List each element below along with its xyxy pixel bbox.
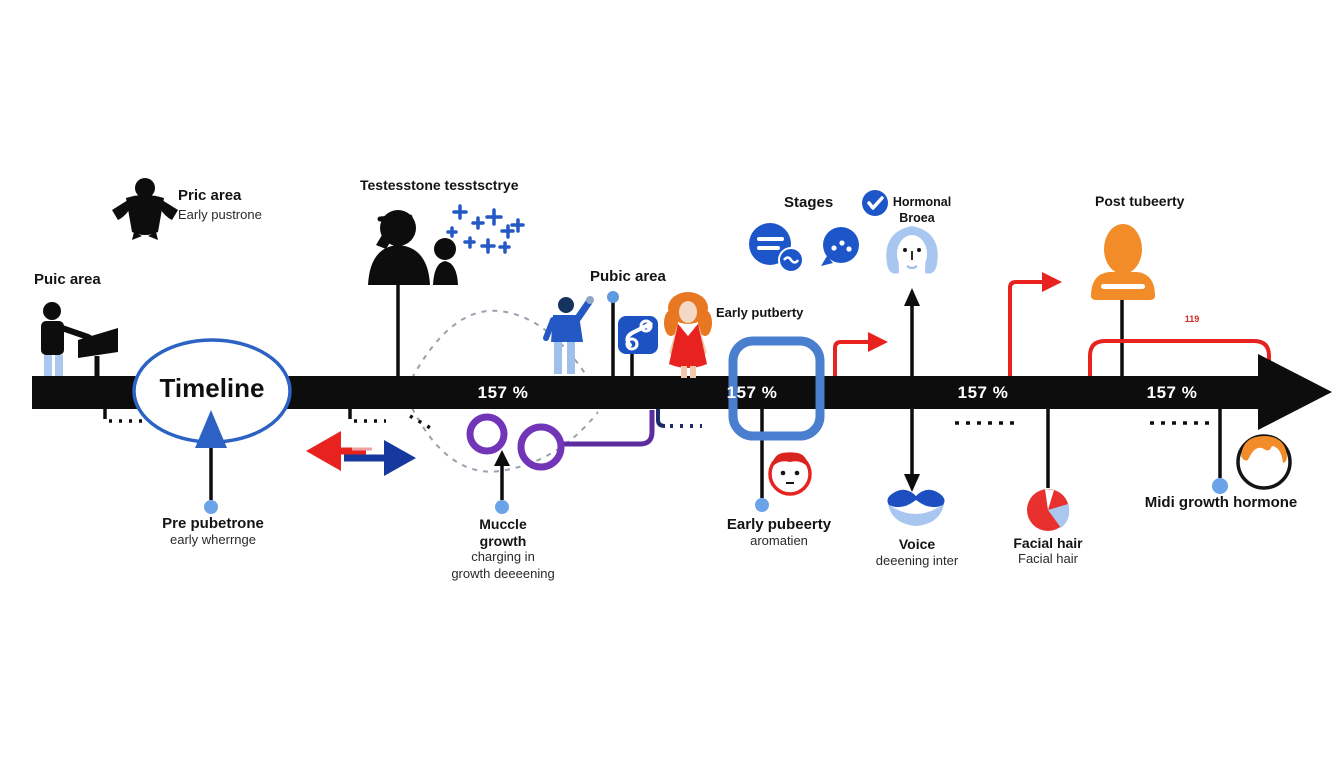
bar-pct-label: 157 %	[957, 383, 1009, 402]
chat-bubbles-icon	[749, 223, 859, 273]
muccle-line4: growth deeeening	[451, 566, 555, 581]
purple-circles-connector	[466, 410, 655, 471]
testestone-label: Testesstone tesstsctrye	[360, 177, 519, 193]
stages-label: Stages	[784, 194, 834, 211]
hormonal-label-line2: Broea	[899, 211, 935, 225]
left-red-arrow-icon	[306, 431, 372, 471]
early-putberty-label: Early putberty	[716, 305, 804, 320]
facial-hair-title: Facial hair	[1013, 535, 1083, 551]
puic-area-label: Puic area	[34, 271, 101, 288]
red-connectors	[833, 280, 1271, 376]
pric-area-sub: Early pustrone	[178, 207, 262, 222]
midi-face-icon	[1236, 434, 1292, 490]
post-tuberty-label: Post tubeerty	[1095, 193, 1185, 209]
early-pubeerty-title: Early pubeerty	[726, 516, 832, 533]
sparkles-icon	[446, 204, 525, 254]
blue-arrowhead-up	[195, 410, 227, 448]
navy-hook	[656, 409, 702, 428]
red-marker-label: 119	[1184, 314, 1200, 324]
arrowhead-down	[904, 474, 920, 492]
voice-sub: deeening inter	[875, 553, 959, 568]
salute-figures-icon	[368, 210, 458, 285]
hormonal-face-icon	[886, 226, 938, 274]
stem-lines-below	[209, 409, 1222, 500]
bar-pct-label: 157 %	[477, 383, 529, 402]
muccle-line2: growth	[479, 533, 527, 549]
hormonal-label-line1: Hormonal	[892, 195, 952, 209]
woman-red-dress-icon	[664, 292, 712, 378]
bar-pct-label: 157 %	[1146, 383, 1198, 402]
pubic-area-label: Pubic area	[590, 268, 666, 285]
bar-pct-label: 157 %	[726, 383, 778, 402]
facial-hair-pie-icon	[1027, 489, 1070, 531]
timeline-bar-arrowhead	[1258, 354, 1332, 430]
person-at-board-icon	[41, 302, 118, 376]
node-dot	[1212, 478, 1228, 494]
midi-growth-label: Midi growth hormone	[1144, 494, 1298, 511]
node-dot	[755, 498, 769, 512]
stem-lines-above	[396, 284, 1124, 376]
voice-title: Voice	[898, 536, 936, 552]
blue-bracket-icon	[728, 336, 825, 441]
facial-hair-sub: Facial hair	[1018, 551, 1078, 566]
raised-arm-figure-icon	[543, 296, 594, 374]
dashed-curve	[401, 309, 601, 473]
arrowhead-up-small	[494, 450, 510, 466]
swap-sign-icon	[618, 316, 658, 354]
muccle-line3: charging in	[471, 549, 535, 564]
muccle-line1: Muccle	[479, 516, 527, 532]
check-circle-icon	[862, 190, 888, 216]
timeline-title: Timeline	[159, 373, 265, 403]
muscle-torso-icon	[112, 178, 178, 240]
pric-area-title: Pric area	[178, 187, 242, 204]
red-arrowhead	[1042, 272, 1062, 292]
mustache-icon	[887, 489, 945, 526]
pre-pubetrone-sub: early wherrnge	[170, 532, 256, 547]
arrowhead-up	[904, 288, 920, 306]
node-dot	[495, 500, 509, 514]
right-blue-arrow-icon	[344, 440, 416, 476]
node-dot	[204, 500, 218, 514]
early-pubeerty-sub: aromatien	[750, 533, 808, 548]
node-dot	[607, 291, 619, 303]
red-arrowhead	[868, 332, 888, 352]
orange-bust-icon	[1091, 224, 1155, 300]
hook-connectors	[103, 409, 1212, 432]
pre-pubetrone-title: Pre pubetrone	[162, 515, 264, 532]
red-face-icon	[768, 452, 812, 496]
